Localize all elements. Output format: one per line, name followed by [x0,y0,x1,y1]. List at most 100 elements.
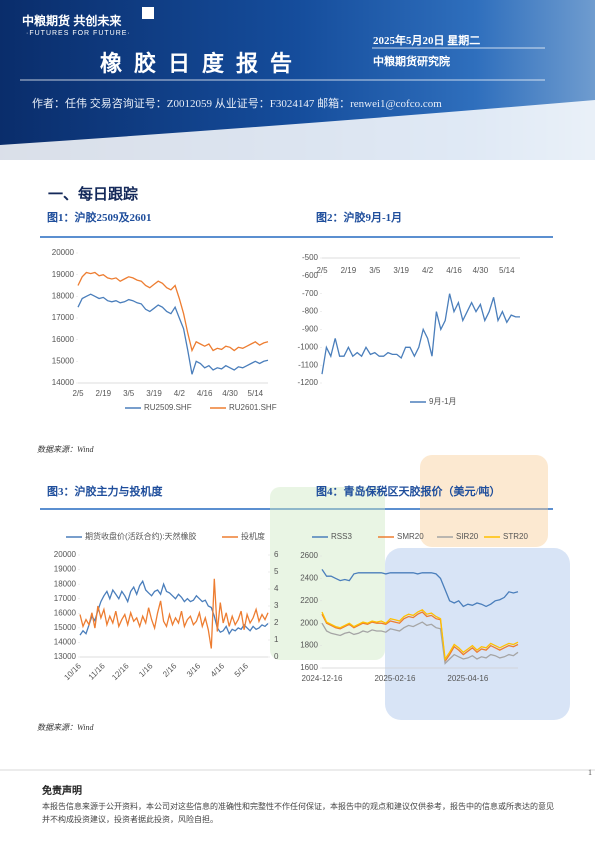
legend-label: STR20 [503,532,528,541]
report-org: 中粮期货研究院 [373,56,450,68]
banner-curve [0,100,595,160]
y-tick-label: 16000 [52,335,75,344]
highlight [270,487,385,660]
series-line [321,293,520,375]
figure-caption: 图4：青岛保税区天胶报价（美元/吨） [316,486,501,498]
y-tick-label: -1000 [298,342,319,351]
y-tick-label: 2000 [300,618,318,627]
y-tick-label: -1100 [298,360,318,369]
source: 数据来源：Wind [37,445,94,454]
y2-tick-label: 6 [274,550,279,559]
y-tick-label: 15000 [54,623,77,632]
y-tick-label: -1200 [298,378,319,387]
x-tick-label: 4/16 [446,266,462,275]
y2-tick-label: 2 [274,618,279,627]
legend-label: SMR20 [397,532,424,541]
y-tick-label: 15000 [52,356,75,365]
legend-label: RSS3 [331,532,352,541]
source: 数据来源：Wind [37,723,94,732]
y2-tick-label: 1 [274,635,279,644]
legend-label: 期货收盘价(活跃合约):天然橡胶 [85,531,197,541]
y-tick-label: 2600 [300,551,318,560]
x-tick-label: 4/30 [222,389,238,398]
x-tick-label: 3/19 [393,266,409,275]
x-tick-label: 2025-02-16 [374,674,415,683]
logo-icon [142,7,154,19]
y2-tick-label: 5 [274,567,279,576]
y-tick-label: 18000 [52,291,75,300]
logo: 中粮期货 共创未来 [22,14,122,28]
x-tick-label: 1/16 [137,661,155,679]
figure-caption: 图3：沪胶主力与投机度 [47,486,163,498]
legend-label: RU2601.SHF [229,403,277,412]
highlight [385,548,570,720]
report-title: 橡胶日度报告 [100,51,305,76]
x-tick-label: 2024-12-16 [302,674,343,683]
y-tick-label: -800 [302,307,319,316]
x-tick-label: 5/14 [499,266,515,275]
series-line [321,569,519,608]
y-tick-label: 1600 [300,663,318,672]
series-line [321,621,519,665]
series-line [77,271,269,353]
x-tick-label: 11/16 [87,661,107,681]
legend-label: RU2509.SHF [144,403,192,412]
highlight [420,455,548,547]
y2-tick-label: 4 [274,584,279,593]
x-tick-label: 4/2 [422,266,434,275]
series-line [79,578,269,649]
y-tick-label: 16000 [54,608,77,617]
x-tick-label: 2/16 [161,661,179,679]
x-tick-label: 3/5 [369,266,381,275]
author: 作者：任伟 交易咨询证号：Z0012059 从业证号：F3024147 邮箱：r… [32,98,442,110]
y2-tick-label: 3 [274,601,279,610]
legend-label: SIR20 [456,532,479,541]
y-tick-label: 19000 [52,270,75,279]
legend-label: 9月-1月 [429,397,457,406]
page-number: 1 [588,768,592,777]
x-tick-label: 5/16 [233,661,251,679]
x-tick-label: 2/5 [72,389,84,398]
y-tick-label: 20000 [54,550,77,559]
slogan: ·FUTURES FOR FUTURE· [26,30,131,37]
section-title: 一、每日跟踪 [48,187,139,203]
x-tick-label: 4/16 [197,389,213,398]
figure-caption: 图2：沪胶9月-1月 [316,212,403,224]
series-line [321,611,519,664]
series-line [79,579,269,636]
figure-caption: 图1：沪胶2509及2601 [47,212,152,224]
y-tick-label: 19000 [54,565,77,574]
x-tick-label: 2/5 [316,266,328,275]
x-tick-label: 4/2 [174,389,186,398]
x-tick-label: 12/16 [110,661,131,682]
y-tick-label: 2200 [300,596,318,605]
y2-tick-label: 0 [274,652,279,661]
x-tick-label: 3/5 [123,389,135,398]
y-tick-label: -600 [302,271,319,280]
series-line [77,293,269,375]
y-tick-label: 13000 [54,652,77,661]
legend-label: 投机度 [241,531,265,541]
x-tick-label: 2/19 [341,266,357,275]
y-tick-label: 17000 [52,313,75,322]
series-line [321,609,519,661]
x-tick-label: 10/16 [62,661,83,682]
y-tick-label: 14000 [52,378,75,387]
x-tick-label: 2/19 [96,389,112,398]
y-tick-label: 20000 [52,248,75,257]
x-tick-label: 2025-04-16 [447,674,488,683]
x-tick-label: 4/30 [473,266,489,275]
y-tick-label: -900 [302,325,319,334]
x-tick-label: 3/16 [185,661,203,679]
y-tick-label: 18000 [54,579,77,588]
y-tick-label: 2400 [300,574,318,583]
y-tick-label: 17000 [54,594,77,603]
report-date: 2025年5月20日 星期二 [373,35,481,47]
x-tick-label: 4/16 [209,661,227,679]
disclaimer-title: 免责声明 [42,786,82,797]
y-tick-label: 14000 [54,638,77,647]
disclaimer-text: 本报告信息来源于公开资料，本公司对这些信息的准确性和完整性不作任何保证，本报告中… [42,802,554,824]
y-tick-label: -500 [302,253,319,262]
